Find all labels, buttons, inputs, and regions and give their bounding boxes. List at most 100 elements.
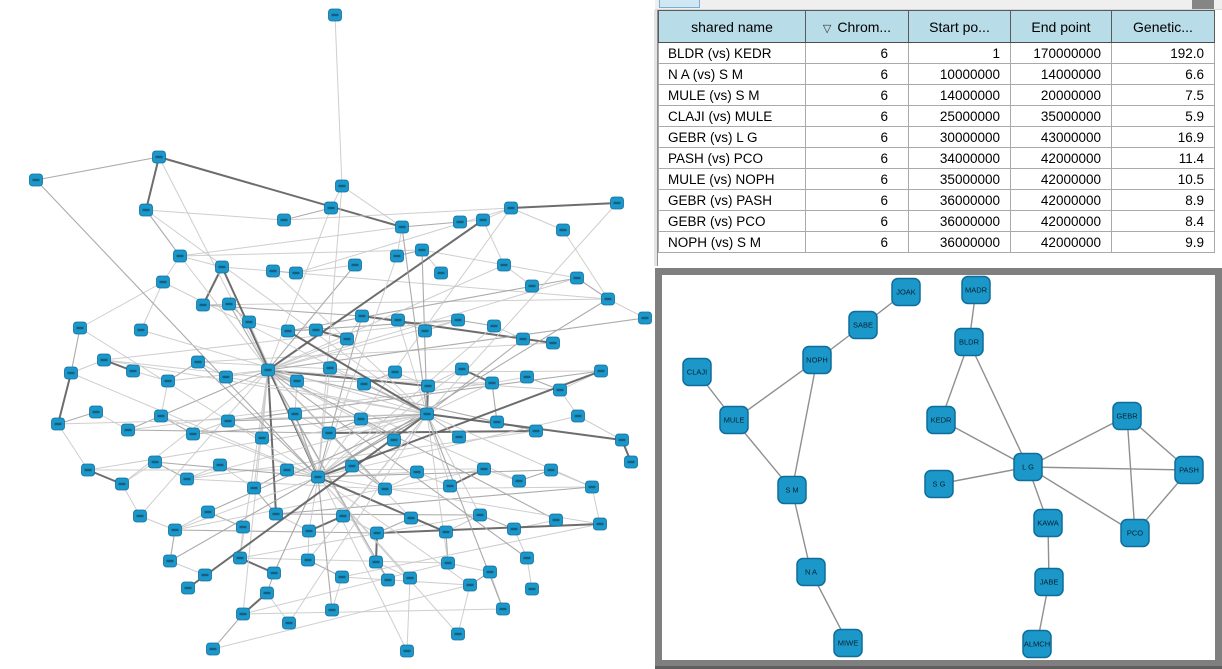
network-node[interactable]	[336, 509, 350, 523]
network-node[interactable]	[403, 571, 417, 585]
network-node-s-g[interactable]: S G	[924, 469, 954, 499]
network-node-almch[interactable]: ALMCH	[1022, 629, 1052, 659]
network-node[interactable]	[452, 430, 466, 444]
network-node-mule[interactable]: MULE	[719, 405, 749, 435]
network-node-l-g[interactable]: L G	[1013, 452, 1043, 482]
network-node-kawa[interactable]: KAWA	[1033, 508, 1063, 538]
network-node[interactable]	[302, 524, 316, 538]
network-node[interactable]	[51, 417, 65, 431]
network-node[interactable]	[571, 409, 585, 423]
network-node[interactable]	[355, 309, 369, 323]
network-node[interactable]	[196, 298, 210, 312]
network-node[interactable]	[421, 379, 435, 393]
network-node[interactable]	[345, 459, 359, 473]
table-row[interactable]: MULE (vs) S M 6 14000000 20000000 7.5	[658, 84, 1215, 106]
network-node[interactable]	[163, 554, 177, 568]
network-node[interactable]	[485, 376, 499, 390]
network-node-pash[interactable]: PASH	[1174, 455, 1204, 485]
network-node[interactable]	[451, 627, 465, 641]
network-node-madr[interactable]: MADR	[961, 275, 991, 305]
network-node[interactable]	[282, 616, 296, 630]
network-node[interactable]	[186, 427, 200, 441]
network-node[interactable]	[610, 196, 624, 210]
network-node[interactable]	[490, 415, 504, 429]
network-node[interactable]	[601, 292, 615, 306]
network-node[interactable]	[410, 465, 424, 479]
network-node[interactable]	[148, 455, 162, 469]
network-node[interactable]	[546, 336, 560, 350]
network-node[interactable]	[206, 642, 220, 656]
network-node[interactable]	[201, 505, 215, 519]
network-node[interactable]	[277, 213, 291, 227]
network-node[interactable]	[97, 353, 111, 367]
network-node[interactable]	[290, 374, 304, 388]
network-node[interactable]	[404, 511, 418, 525]
network-node[interactable]	[81, 463, 95, 477]
network-node-miwe[interactable]: MIWE	[833, 628, 863, 658]
column-header-end-point[interactable]: End point	[1010, 10, 1112, 43]
column-header-shared-name[interactable]: shared name	[658, 10, 806, 43]
network-node[interactable]	[516, 332, 530, 346]
table-row[interactable]: MULE (vs) NOPH 6 35000000 42000000 10.5	[658, 168, 1215, 190]
network-node[interactable]	[64, 366, 78, 380]
network-node-sabe[interactable]: SABE	[848, 310, 878, 340]
network-node[interactable]	[281, 324, 295, 338]
network-node[interactable]	[89, 405, 103, 419]
network-node-joak[interactable]: JOAK	[891, 277, 921, 307]
scrollbar-thumb[interactable]	[1192, 0, 1214, 9]
network-node[interactable]	[152, 150, 166, 164]
network-node[interactable]	[507, 522, 521, 536]
network-node[interactable]	[266, 264, 280, 278]
network-node[interactable]	[335, 179, 349, 193]
column-header-chrom---[interactable]: ▽ Chrom...	[805, 10, 909, 43]
network-node[interactable]	[388, 365, 402, 379]
network-node[interactable]	[115, 477, 129, 491]
network-node[interactable]	[400, 644, 414, 658]
network-node[interactable]	[443, 479, 457, 493]
network-node[interactable]	[520, 551, 534, 565]
table-row[interactable]: BLDR (vs) KEDR 6 1 170000000 192.0	[658, 42, 1215, 64]
network-node[interactable]	[441, 556, 455, 570]
network-node[interactable]	[133, 509, 147, 523]
network-node[interactable]	[544, 463, 558, 477]
network-node[interactable]	[512, 474, 526, 488]
column-header-start-po---[interactable]: Start po...	[908, 10, 1011, 43]
network-node-noph[interactable]: NOPH	[802, 345, 832, 375]
network-node[interactable]	[357, 377, 371, 391]
network-node[interactable]	[173, 249, 187, 263]
network-node[interactable]	[236, 520, 250, 534]
network-node[interactable]	[322, 426, 336, 440]
network-node[interactable]	[236, 607, 250, 621]
network-node[interactable]	[180, 472, 194, 486]
network-node[interactable]	[161, 374, 175, 388]
network-node[interactable]	[496, 602, 510, 616]
network-node[interactable]	[301, 553, 315, 567]
network-node[interactable]	[73, 321, 87, 335]
network-node[interactable]	[309, 323, 323, 337]
network-node-pco[interactable]: PCO	[1120, 518, 1150, 548]
network-node[interactable]	[134, 323, 148, 337]
network-node-gebr[interactable]: GEBR	[1112, 401, 1142, 431]
table-row[interactable]: CLAJI (vs) MULE 6 25000000 35000000 5.9	[658, 105, 1215, 127]
network-node[interactable]	[261, 363, 275, 377]
network-node[interactable]	[638, 311, 652, 325]
table-row[interactable]: PASH (vs) PCO 6 34000000 42000000 11.4	[658, 147, 1215, 169]
filtered-network-canvas[interactable]: JOAK MADR SABE NOPH BLDR CLAJI MULE KEDR GEBR L G…	[662, 275, 1215, 660]
network-node[interactable]	[181, 581, 195, 595]
network-node[interactable]	[369, 555, 383, 569]
table-row[interactable]: GEBR (vs) L G 6 30000000 43000000 16.9	[658, 126, 1215, 148]
table-row[interactable]: GEBR (vs) PASH 6 36000000 42000000 8.9	[658, 189, 1215, 211]
network-node[interactable]	[139, 203, 153, 217]
column-header-genetic---[interactable]: Genetic...	[1111, 10, 1215, 43]
network-node[interactable]	[395, 220, 409, 234]
network-node[interactable]	[585, 480, 599, 494]
network-node-jabe[interactable]: JABE	[1034, 567, 1064, 597]
network-node[interactable]	[453, 215, 467, 229]
network-node[interactable]	[267, 566, 281, 580]
network-node[interactable]	[477, 462, 491, 476]
network-node[interactable]	[529, 424, 543, 438]
network-node[interactable]	[497, 258, 511, 272]
network-node[interactable]	[335, 570, 349, 584]
network-node[interactable]	[593, 517, 607, 531]
network-node[interactable]	[391, 313, 405, 327]
